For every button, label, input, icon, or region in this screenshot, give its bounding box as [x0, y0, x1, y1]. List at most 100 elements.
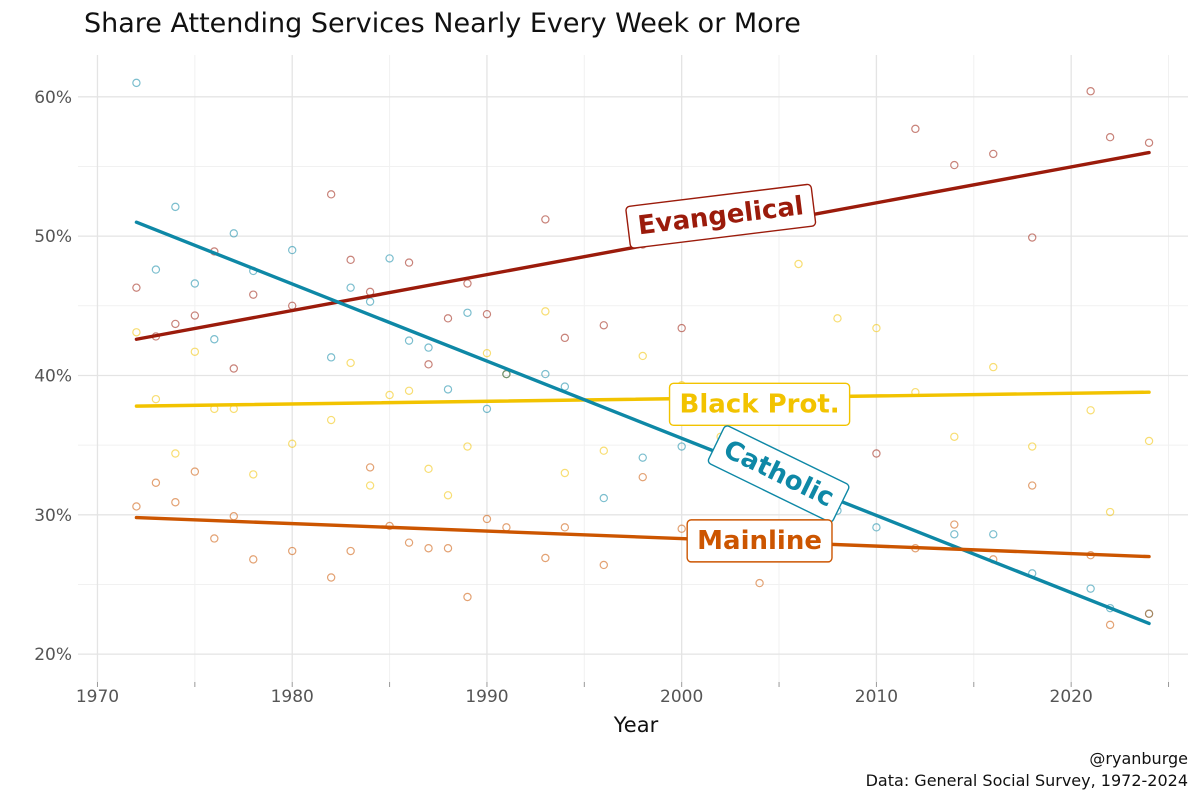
- point-black-prot: [346, 358, 355, 368]
- point-black-prot: [794, 259, 803, 269]
- point-black-prot: [365, 481, 375, 490]
- point-catholic: [482, 404, 492, 414]
- point-mainline: [638, 472, 647, 482]
- point-catholic: [151, 265, 161, 274]
- point-evangelical: [443, 314, 453, 323]
- point-catholic: [404, 336, 414, 345]
- label-text-black-prot: Black Prot.: [680, 389, 840, 419]
- point-mainline: [755, 578, 764, 588]
- point-black-prot: [950, 432, 959, 441]
- point-evangelical: [677, 323, 686, 333]
- trend-lines: [134, 150, 1151, 626]
- label-box-catholic: [707, 425, 850, 523]
- point-mainline: [288, 546, 297, 556]
- point-evangelical: [541, 215, 550, 224]
- point-mainline: [677, 524, 686, 533]
- scatter-points: [132, 78, 1154, 630]
- point-catholic: [638, 453, 647, 462]
- y-tick-label: 30%: [34, 506, 72, 526]
- point-evangelical: [1028, 233, 1037, 242]
- point-black-prot: [443, 491, 453, 500]
- point-evangelical: [229, 364, 238, 373]
- point-catholic: [424, 343, 433, 352]
- point-catholic: [190, 279, 200, 288]
- point-mainline: [463, 592, 472, 602]
- point-mainline: [132, 502, 141, 511]
- point-black-prot: [1144, 436, 1154, 446]
- point-black-prot: [833, 314, 842, 323]
- point-catholic: [346, 283, 355, 292]
- point-mainline: [502, 523, 511, 532]
- point-evangelical: [404, 258, 414, 267]
- point-black-prot: [560, 468, 570, 478]
- point-black-prot: [171, 449, 180, 458]
- point-mainline: [950, 520, 959, 529]
- point-catholic: [171, 202, 180, 212]
- point-catholic: [463, 308, 472, 317]
- point-catholic: [1086, 584, 1095, 593]
- point-black-prot: [151, 394, 161, 404]
- point-evangelical: [599, 321, 608, 330]
- point-catholic: [210, 335, 219, 344]
- point-black-prot: [541, 307, 550, 316]
- point-mainline: [210, 534, 219, 543]
- point-evangelical: [190, 311, 200, 320]
- trend-line-black-prot: [134, 390, 1151, 408]
- point-evangelical: [1105, 133, 1115, 142]
- label-mainline: Mainline: [686, 519, 833, 563]
- point-evangelical: [482, 309, 492, 319]
- point-evangelical: [424, 360, 433, 369]
- point-evangelical: [346, 255, 355, 265]
- point-evangelical: [872, 449, 881, 458]
- point-evangelical: [1086, 87, 1095, 96]
- point-catholic: [385, 254, 394, 263]
- x-tick-label: 1970: [76, 687, 119, 707]
- point-mainline: [443, 544, 453, 553]
- point-evangelical: [950, 160, 959, 170]
- label-black-prot: Black Prot.: [668, 382, 851, 427]
- point-catholic: [132, 78, 141, 88]
- label-box-mainline: [686, 519, 833, 563]
- point-catholic: [541, 369, 550, 379]
- point-catholic: [443, 385, 453, 394]
- point-mainline: [326, 573, 336, 582]
- y-tick-label: 50%: [34, 227, 72, 247]
- y-tick-label: 60%: [34, 88, 72, 108]
- point-black-prot: [132, 328, 141, 337]
- point-catholic: [229, 229, 238, 238]
- y-tick-label: 40%: [34, 366, 72, 386]
- x-tick-label: 1980: [271, 687, 314, 707]
- point-mainline: [171, 498, 180, 507]
- point-black-prot: [1105, 507, 1115, 517]
- caption-source: Data: General Social Survey, 1972-2024: [866, 771, 1188, 790]
- caption-handle: @ryanburge: [1089, 749, 1188, 768]
- point-black-prot: [872, 323, 881, 333]
- point-evangelical: [560, 333, 570, 343]
- point-evangelical: [989, 149, 998, 159]
- point-mainline: [1105, 620, 1115, 630]
- point-black-prot: [190, 347, 200, 356]
- point-black-prot: [424, 464, 433, 474]
- point-catholic: [560, 382, 570, 391]
- point-catholic: [872, 523, 881, 532]
- point-black-prot: [463, 442, 472, 451]
- point-black-prot: [599, 446, 608, 455]
- point-mainline: [482, 514, 492, 524]
- point-evangelical: [326, 190, 336, 199]
- point-evangelical: [132, 283, 141, 292]
- x-tick-label: 1990: [465, 687, 508, 707]
- point-mainline: [1144, 609, 1154, 618]
- point-evangelical: [463, 279, 472, 288]
- point-black-prot: [989, 362, 998, 372]
- point-black-prot: [482, 348, 492, 358]
- point-evangelical: [1144, 138, 1154, 147]
- point-catholic: [599, 493, 608, 503]
- axis-ticks: 1970 1980 1990 2000 2010 2020 20% 30% 40% 50% 60%: [34, 88, 1170, 707]
- point-evangelical: [911, 124, 920, 134]
- point-mainline: [1028, 481, 1037, 490]
- point-catholic: [365, 297, 375, 306]
- point-mainline: [346, 546, 355, 556]
- point-black-prot: [638, 351, 647, 361]
- x-tick-label: 2020: [1050, 687, 1093, 707]
